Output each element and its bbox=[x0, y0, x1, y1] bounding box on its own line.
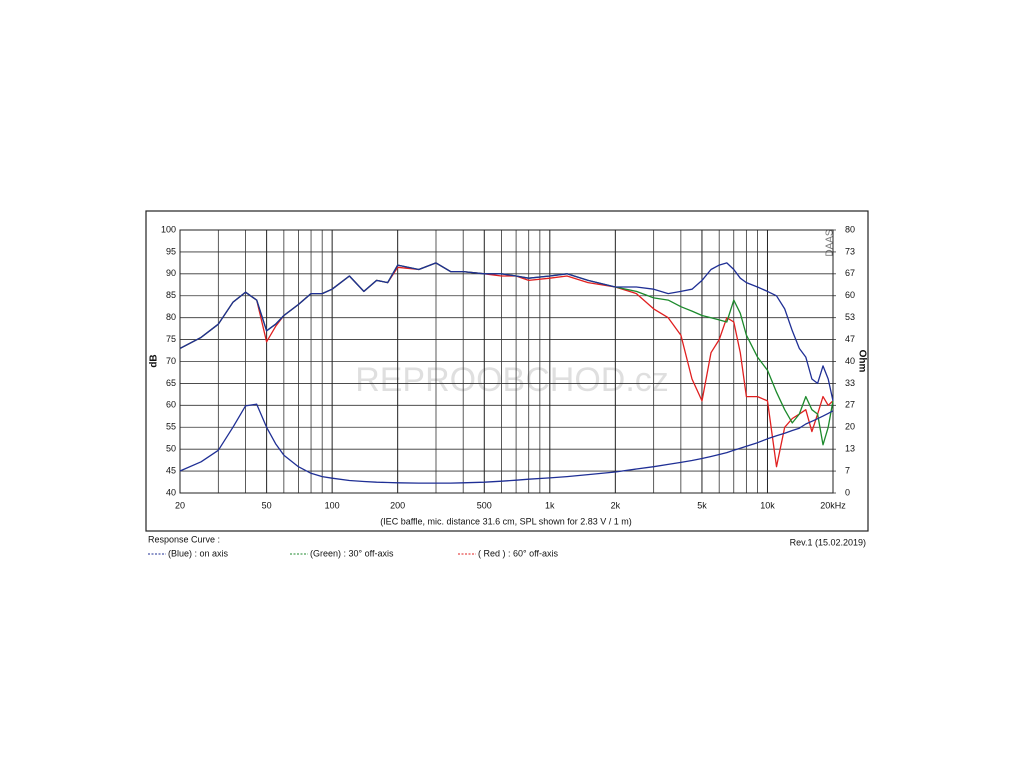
revision: Rev.1 (15.02.2019) bbox=[790, 537, 866, 547]
x-tick-label: 100 bbox=[325, 500, 340, 510]
legend-label: (Green) : 30° off-axis bbox=[310, 548, 394, 558]
y2-tick-label: 20 bbox=[845, 422, 855, 432]
y-tick-label: 100 bbox=[161, 224, 176, 234]
y-tick-label: 85 bbox=[166, 290, 176, 300]
y-tick-label: 40 bbox=[166, 487, 176, 497]
y-tick-label: 65 bbox=[166, 378, 176, 388]
y-tick-label: 45 bbox=[166, 465, 176, 475]
y-tick-label: 95 bbox=[166, 246, 176, 256]
x-tick-label: 20 bbox=[175, 500, 185, 510]
y-tick-label: 50 bbox=[166, 444, 176, 454]
impedance-line bbox=[179, 403, 834, 484]
y-tick-label: 75 bbox=[166, 334, 176, 344]
y-tick-label: 60 bbox=[166, 400, 176, 410]
y2-tick-label: 40 bbox=[845, 356, 855, 366]
y2-tick-label: 60 bbox=[845, 290, 855, 300]
x-tick-label: 1k bbox=[545, 500, 555, 510]
y2-tick-label: 47 bbox=[845, 334, 855, 344]
y-axis-label: dB bbox=[149, 354, 160, 367]
y2-tick-label: 80 bbox=[845, 224, 855, 234]
y2-tick-label: 0 bbox=[845, 487, 850, 497]
legend-label: ( Red ) : 60° off-axis bbox=[478, 548, 558, 558]
y2-axis-label: Ohm bbox=[856, 350, 867, 373]
x-tick-label: 20kHz bbox=[820, 500, 846, 510]
x-tick-label: 10k bbox=[760, 500, 775, 510]
y2-tick-label: 73 bbox=[845, 246, 855, 256]
x-tick-label: 5k bbox=[697, 500, 707, 510]
y-tick-label: 70 bbox=[166, 356, 176, 366]
x-tick-label: 200 bbox=[390, 500, 405, 510]
y2-tick-label: 13 bbox=[845, 444, 855, 454]
y2-tick-label: 33 bbox=[845, 378, 855, 388]
caption: (IEC baffle, mic. distance 31.6 cm, SPL … bbox=[380, 516, 632, 526]
y2-tick-label: 7 bbox=[845, 465, 850, 475]
watermark: REPROOBCHOD.cz bbox=[355, 361, 669, 399]
response-line bbox=[179, 262, 834, 402]
y2-tick-label: 27 bbox=[845, 400, 855, 410]
x-tick-label: 50 bbox=[262, 500, 272, 510]
logo: DAAS bbox=[825, 229, 836, 257]
y2-tick-label: 67 bbox=[845, 268, 855, 278]
legend-label: (Blue) : on axis bbox=[168, 548, 229, 558]
y-tick-label: 55 bbox=[166, 422, 176, 432]
y-tick-label: 90 bbox=[166, 268, 176, 278]
x-tick-label: 2k bbox=[611, 500, 621, 510]
x-tick-label: 500 bbox=[477, 500, 492, 510]
legend-title: Response Curve : bbox=[148, 534, 220, 544]
y2-tick-label: 53 bbox=[845, 312, 855, 322]
plot-frame bbox=[179, 229, 834, 494]
y-tick-label: 80 bbox=[166, 312, 176, 322]
